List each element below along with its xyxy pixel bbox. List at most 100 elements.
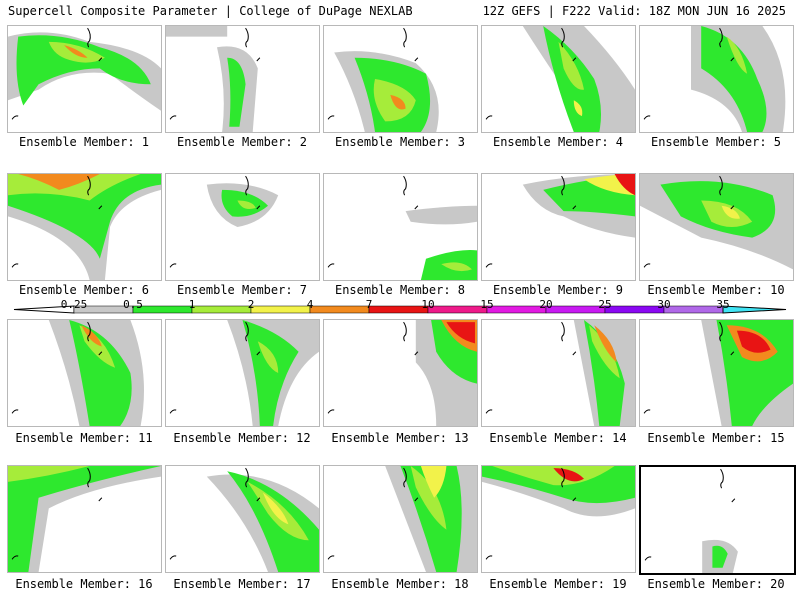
scp-contour-fill: [262, 492, 289, 525]
scp-contour-fill: [553, 468, 584, 482]
coastline: [327, 27, 419, 120]
ensemble-member-label: Ensemble Member: 14: [489, 431, 627, 445]
scp-field-map: [169, 320, 319, 426]
ensemble-panel-18: [323, 465, 478, 573]
ensemble-member-label: Ensemble Member: 5: [650, 135, 782, 149]
colorbar-swatch: [427, 305, 488, 314]
coastline: [169, 175, 261, 268]
colorbar-tick-label: 20: [539, 298, 553, 311]
colorbar-swatch: [250, 305, 311, 314]
scp-field-map: [643, 320, 793, 426]
scp-contour-fill: [166, 26, 228, 37]
scp-contour-fill: [400, 466, 462, 572]
ensemble-panel-1: [7, 25, 162, 133]
colorbar-swatch: [545, 305, 606, 314]
ensemble-panel-4: [481, 25, 636, 133]
coastline: [169, 321, 261, 414]
ensemble-member-label: Ensemble Member: 17: [173, 577, 311, 591]
coastline: [643, 175, 735, 268]
scp-field-map: [485, 320, 635, 426]
ensemble-member-label: Ensemble Member: 8: [334, 283, 466, 297]
scp-field-map: [327, 27, 439, 132]
coastline: [11, 321, 103, 414]
scp-contour-fill: [441, 262, 472, 272]
scp-contour-fill: [237, 200, 256, 210]
scp-field-map: [169, 467, 319, 572]
ensemble-member-label: Ensemble Member: 6: [18, 283, 150, 297]
ensemble-member-label: Ensemble Member: 7: [176, 283, 308, 297]
scp-field-map: [169, 175, 279, 268]
ensemble-panel-3: [323, 25, 478, 133]
scp-field-map: [327, 175, 477, 280]
scp-contour-fill: [64, 45, 88, 58]
scp-contour-fill: [257, 341, 279, 373]
scp-contour-fill: [8, 174, 161, 259]
coastline: [327, 175, 419, 268]
colorbar-tick-label: 7: [365, 298, 373, 311]
ensemble-member-label: Ensemble Member: 15: [647, 431, 785, 445]
scp-field-map: [8, 174, 161, 280]
scp-field-map: [482, 466, 635, 560]
color-scale-bar: [0, 296, 800, 322]
scp-contour-fill: [736, 330, 771, 353]
coastline: [11, 175, 103, 268]
ensemble-panel-9: [481, 173, 636, 281]
scp-field-map: [11, 320, 144, 426]
scp-contour-fill: [242, 320, 299, 426]
ensemble-panel-6: [7, 173, 162, 281]
coastline: [169, 27, 261, 120]
scp-contour-fill: [726, 36, 748, 74]
color-scale-svg: [13, 305, 787, 314]
scp-contour-fill: [558, 41, 584, 90]
ensemble-panel-17: [165, 465, 320, 573]
ensemble-panel-8: [323, 173, 478, 281]
ensemble-panel-12: [165, 319, 320, 427]
scp-contour-fill: [227, 471, 319, 572]
ensemble-member-label: Ensemble Member: 13: [331, 431, 469, 445]
map-title: Supercell Composite Parameter | College …: [8, 4, 413, 18]
ensemble-member-label: Ensemble Member: 4: [492, 135, 624, 149]
scp-contour-fill: [573, 100, 583, 117]
colorbar-tick-label: 15: [480, 298, 494, 311]
ensemble-member-label: Ensemble Member: 12: [173, 431, 311, 445]
ensemble-member-label: Ensemble Member: 16: [15, 577, 153, 591]
header: Supercell Composite Parameter | College …: [0, 0, 800, 22]
colorbar-max-arrow: [722, 305, 787, 314]
colorbar-swatch: [604, 305, 665, 314]
scp-contour-fill: [227, 57, 246, 127]
scp-contour-fill: [614, 174, 635, 196]
ensemble-member-label: Ensemble Member: 19: [489, 577, 627, 591]
coastline: [485, 175, 577, 268]
scp-field-map: [640, 174, 793, 270]
colorbar-tick-label: 30: [657, 298, 671, 311]
scp-contour-fill: [410, 466, 447, 530]
scp-contour-fill: [712, 545, 728, 568]
coastline: [485, 467, 577, 560]
ensemble-panel-7: [165, 173, 320, 281]
ensemble-panel-5: [639, 25, 794, 133]
scp-contour-fill: [16, 35, 151, 106]
scp-field-map: [485, 174, 635, 268]
scp-contour-fill: [446, 322, 475, 344]
ensemble-member-label: Ensemble Member: 11: [15, 431, 153, 445]
colorbar-swatch: [486, 305, 547, 314]
coastline: [11, 467, 103, 560]
colorbar-tick-label: 0.25: [60, 298, 88, 311]
scp-field-map: [8, 27, 161, 120]
scp-contour-fill: [69, 320, 132, 426]
scp-field-map: [8, 466, 161, 572]
colorbar-tick-label: 10: [421, 298, 435, 311]
colorbar-tick-label: 35: [716, 298, 730, 311]
scp-contour-fill: [594, 325, 617, 363]
coastline: [643, 27, 735, 120]
coastline: [643, 321, 735, 414]
ensemble-panel-2: [165, 25, 320, 133]
ensemble-panel-11: [7, 319, 162, 427]
ensemble-panel-19: [481, 465, 636, 573]
scp-field-map: [643, 26, 786, 132]
scp-field-map: [327, 320, 477, 426]
scp-contour-fill: [701, 26, 767, 132]
colorbar-tick-label: 4: [306, 298, 314, 311]
colorbar-tick-label: 0.5: [123, 298, 143, 311]
colorbar-tick-label: 2: [247, 298, 255, 311]
